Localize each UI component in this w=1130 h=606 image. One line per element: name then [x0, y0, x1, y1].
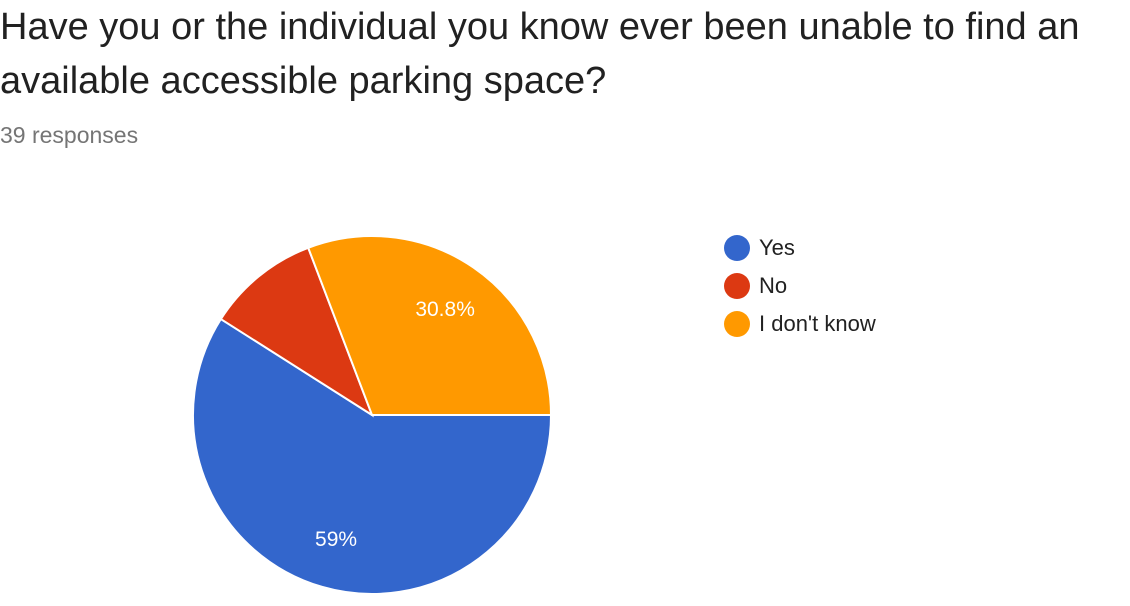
pie-slice-no[interactable] — [219, 246, 375, 418]
slice-label-yes: 59% — [315, 528, 357, 551]
slice-label-i-dont-know: 30.8% — [415, 298, 475, 321]
pie-slice-yes[interactable] — [192, 317, 553, 595]
legend-swatch-i-dont-know — [724, 311, 750, 337]
pie-slices — [192, 235, 553, 595]
question-title: Have you or the individual you know ever… — [0, 6, 1080, 102]
legend-label-i-dont-know: I don't know — [759, 311, 876, 336]
legend-swatch-no — [724, 273, 750, 299]
pie-chart: 59% 30.8% — [192, 235, 553, 595]
legend-swatch-yes — [724, 235, 750, 261]
pie-slice-i-dont-know[interactable] — [306, 235, 553, 416]
legend-label-yes: Yes — [759, 235, 795, 260]
legend-label-no: No — [759, 273, 788, 298]
response-count: 39 responses — [0, 122, 139, 148]
pie-slice-labels: 59% 30.8% — [315, 298, 475, 551]
